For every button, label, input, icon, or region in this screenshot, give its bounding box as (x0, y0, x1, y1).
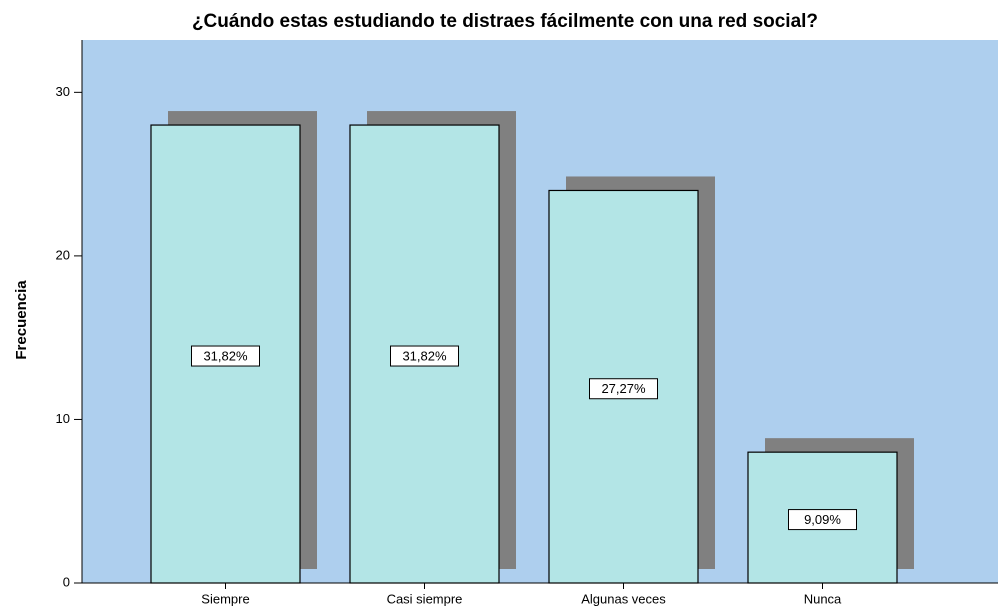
x-tick-label: Siempre (201, 591, 249, 606)
y-axis-label: Frecuencia (13, 280, 30, 360)
chart-title: ¿Cuándo estas estudiando te distraes fác… (192, 11, 818, 32)
y-tick-label: 10 (56, 411, 70, 426)
value-label: 27,27% (601, 381, 646, 396)
value-label: 31,82% (203, 348, 248, 363)
label-box (788, 509, 857, 531)
value-label: 31,82% (402, 348, 447, 363)
label-box (390, 345, 459, 367)
y-tick-label: 0 (63, 574, 70, 589)
label-box (191, 345, 260, 367)
x-tick-label: Nunca (804, 591, 842, 606)
y-tick-label: 30 (56, 84, 70, 99)
y-tick-label: 20 (56, 247, 70, 262)
label-box (589, 378, 658, 400)
x-tick-label: Algunas veces (581, 591, 666, 606)
value-label: 9,09% (804, 512, 841, 527)
x-tick-label: Casi siempre (387, 591, 463, 606)
